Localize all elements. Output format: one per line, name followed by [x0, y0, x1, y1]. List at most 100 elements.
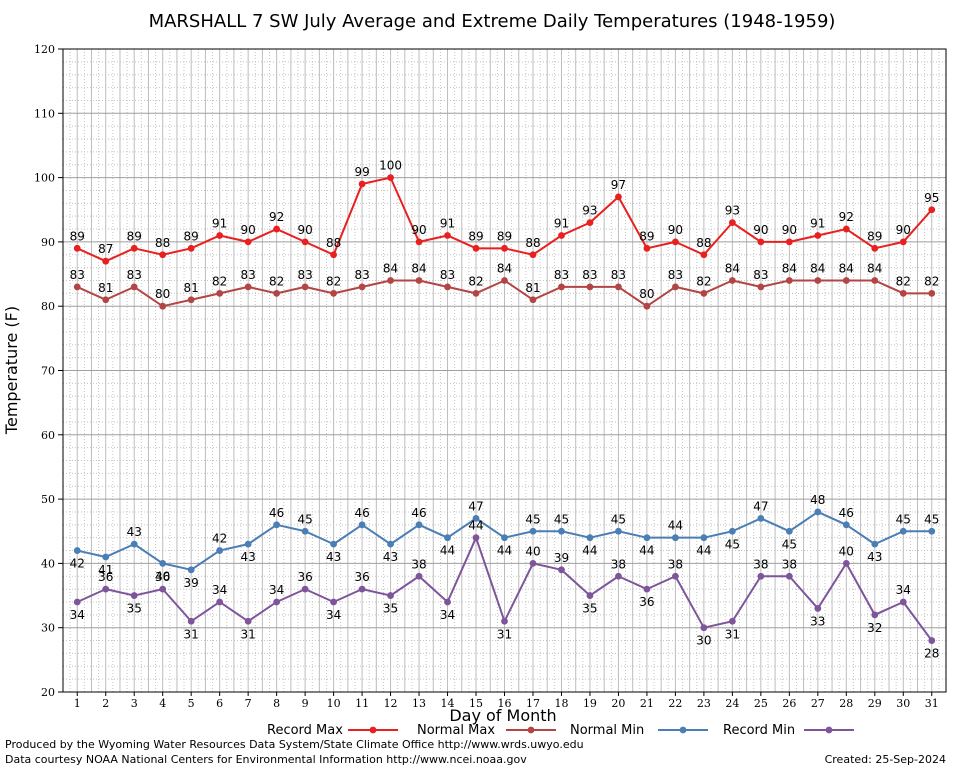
- data-point: [700, 251, 708, 259]
- data-point: [301, 238, 309, 246]
- x-tick-label: 4: [159, 697, 166, 710]
- y-tick-label: 110: [34, 107, 55, 120]
- legend-label: Record Max: [267, 723, 343, 738]
- x-tick-label: 13: [412, 697, 426, 710]
- data-point: [558, 527, 565, 535]
- data-label: 88: [525, 236, 540, 250]
- data-label: 97: [611, 178, 626, 192]
- data-point: [244, 540, 252, 548]
- data-point: [615, 572, 622, 580]
- data-label: 90: [668, 223, 683, 237]
- x-tick-label: 17: [526, 697, 540, 710]
- series-record-min: 34 36 35 36 31 34 31 34 36 34 36 35 38 34 44 31 40 39 35 38…: [70, 519, 940, 661]
- legend-swatch-marker: [825, 726, 833, 734]
- data-label: 83: [241, 268, 256, 282]
- data-label: 99: [354, 165, 369, 179]
- series-record-max: 89 87 89 88 89 91 90 92 90 88 99 100 90 91 89 89 88 91 93 9…: [70, 159, 939, 265]
- data-point: [615, 283, 622, 291]
- data-point: [301, 283, 309, 291]
- data-point: [842, 225, 850, 233]
- footer-credit-2: Data courtesy NOAA National Centers for …: [5, 753, 527, 766]
- data-point: [558, 283, 565, 291]
- x-tick-label: 11: [355, 697, 369, 710]
- data-label: 44: [668, 519, 683, 533]
- x-tick-label: 7: [245, 697, 252, 710]
- legend-swatch-marker: [369, 726, 377, 734]
- data-label: 31: [725, 627, 740, 641]
- data-label: 83: [668, 268, 683, 282]
- data-point: [73, 244, 81, 252]
- y-tick-label: 100: [34, 172, 55, 185]
- data-label: 93: [582, 204, 597, 218]
- data-point: [330, 289, 337, 297]
- data-point: [130, 283, 138, 291]
- data-point: [415, 572, 423, 580]
- data-label: 42: [70, 557, 85, 571]
- data-point: [757, 283, 765, 291]
- data-point: [615, 527, 622, 535]
- data-point: [728, 527, 736, 535]
- data-label: 91: [212, 216, 227, 230]
- data-point: [358, 180, 366, 188]
- data-point: [785, 238, 793, 246]
- data-point: [672, 283, 679, 291]
- x-tick-label: 20: [611, 697, 625, 710]
- data-point: [159, 302, 167, 310]
- data-point: [130, 540, 138, 548]
- x-tick-label: 28: [839, 697, 853, 710]
- data-point: [216, 547, 224, 554]
- data-label: 31: [497, 627, 512, 641]
- data-label: 83: [70, 268, 85, 282]
- data-label: 38: [753, 557, 768, 571]
- data-point: [501, 617, 508, 625]
- data-point: [102, 296, 110, 304]
- data-point: [501, 534, 508, 542]
- data-point: [387, 592, 394, 599]
- data-point: [187, 617, 195, 625]
- data-point: [273, 521, 281, 529]
- data-point: [814, 508, 822, 516]
- data-point: [842, 277, 850, 284]
- data-label: 84: [383, 261, 398, 275]
- data-label: 90: [753, 223, 768, 237]
- data-point: [159, 560, 167, 567]
- data-label: 83: [440, 268, 455, 282]
- data-point: [842, 521, 850, 529]
- data-point: [871, 611, 879, 619]
- data-label: 88: [326, 236, 341, 250]
- legend-item: Normal Min: [570, 723, 708, 738]
- data-label: 36: [354, 570, 369, 584]
- data-point: [301, 585, 309, 593]
- legend-label: Normal Min: [570, 723, 644, 738]
- data-point: [928, 206, 936, 214]
- data-label: 82: [896, 274, 911, 288]
- x-tick-label: 12: [384, 697, 398, 710]
- footer-created: Created: 25-Sep-2024: [825, 753, 946, 766]
- x-tick-label: 27: [811, 697, 825, 710]
- data-point: [558, 566, 565, 574]
- series: 89 87 89 88 89 91 90 92 90 88 99 100 90 91 89 89 88 91 93 9…: [70, 159, 940, 661]
- data-label: 32: [867, 621, 882, 635]
- data-label: 81: [525, 281, 540, 295]
- series-normal-max: 83 81 83 80 81 82 83 82 83 82 83 84 84 83 82 84 81 83 83 83…: [70, 261, 939, 310]
- data-point: [187, 566, 195, 574]
- x-axis-label: Day of Month: [449, 706, 556, 725]
- data-point: [501, 277, 508, 284]
- data-label: 45: [554, 512, 569, 526]
- data-label: 82: [269, 274, 284, 288]
- x-tick-label: 18: [554, 697, 568, 710]
- footer-credit-1: Produced by the Wyoming Water Resources …: [5, 738, 584, 751]
- data-point: [244, 283, 252, 291]
- data-point: [672, 534, 679, 542]
- data-label: 45: [782, 537, 797, 551]
- data-point: [928, 527, 936, 535]
- data-label: 83: [753, 268, 768, 282]
- data-point: [130, 244, 138, 252]
- data-label: 89: [70, 229, 85, 243]
- data-label: 88: [155, 236, 170, 250]
- y-tick-label: 80: [41, 300, 55, 313]
- data-label: 40: [155, 569, 170, 583]
- data-label: 82: [326, 274, 341, 288]
